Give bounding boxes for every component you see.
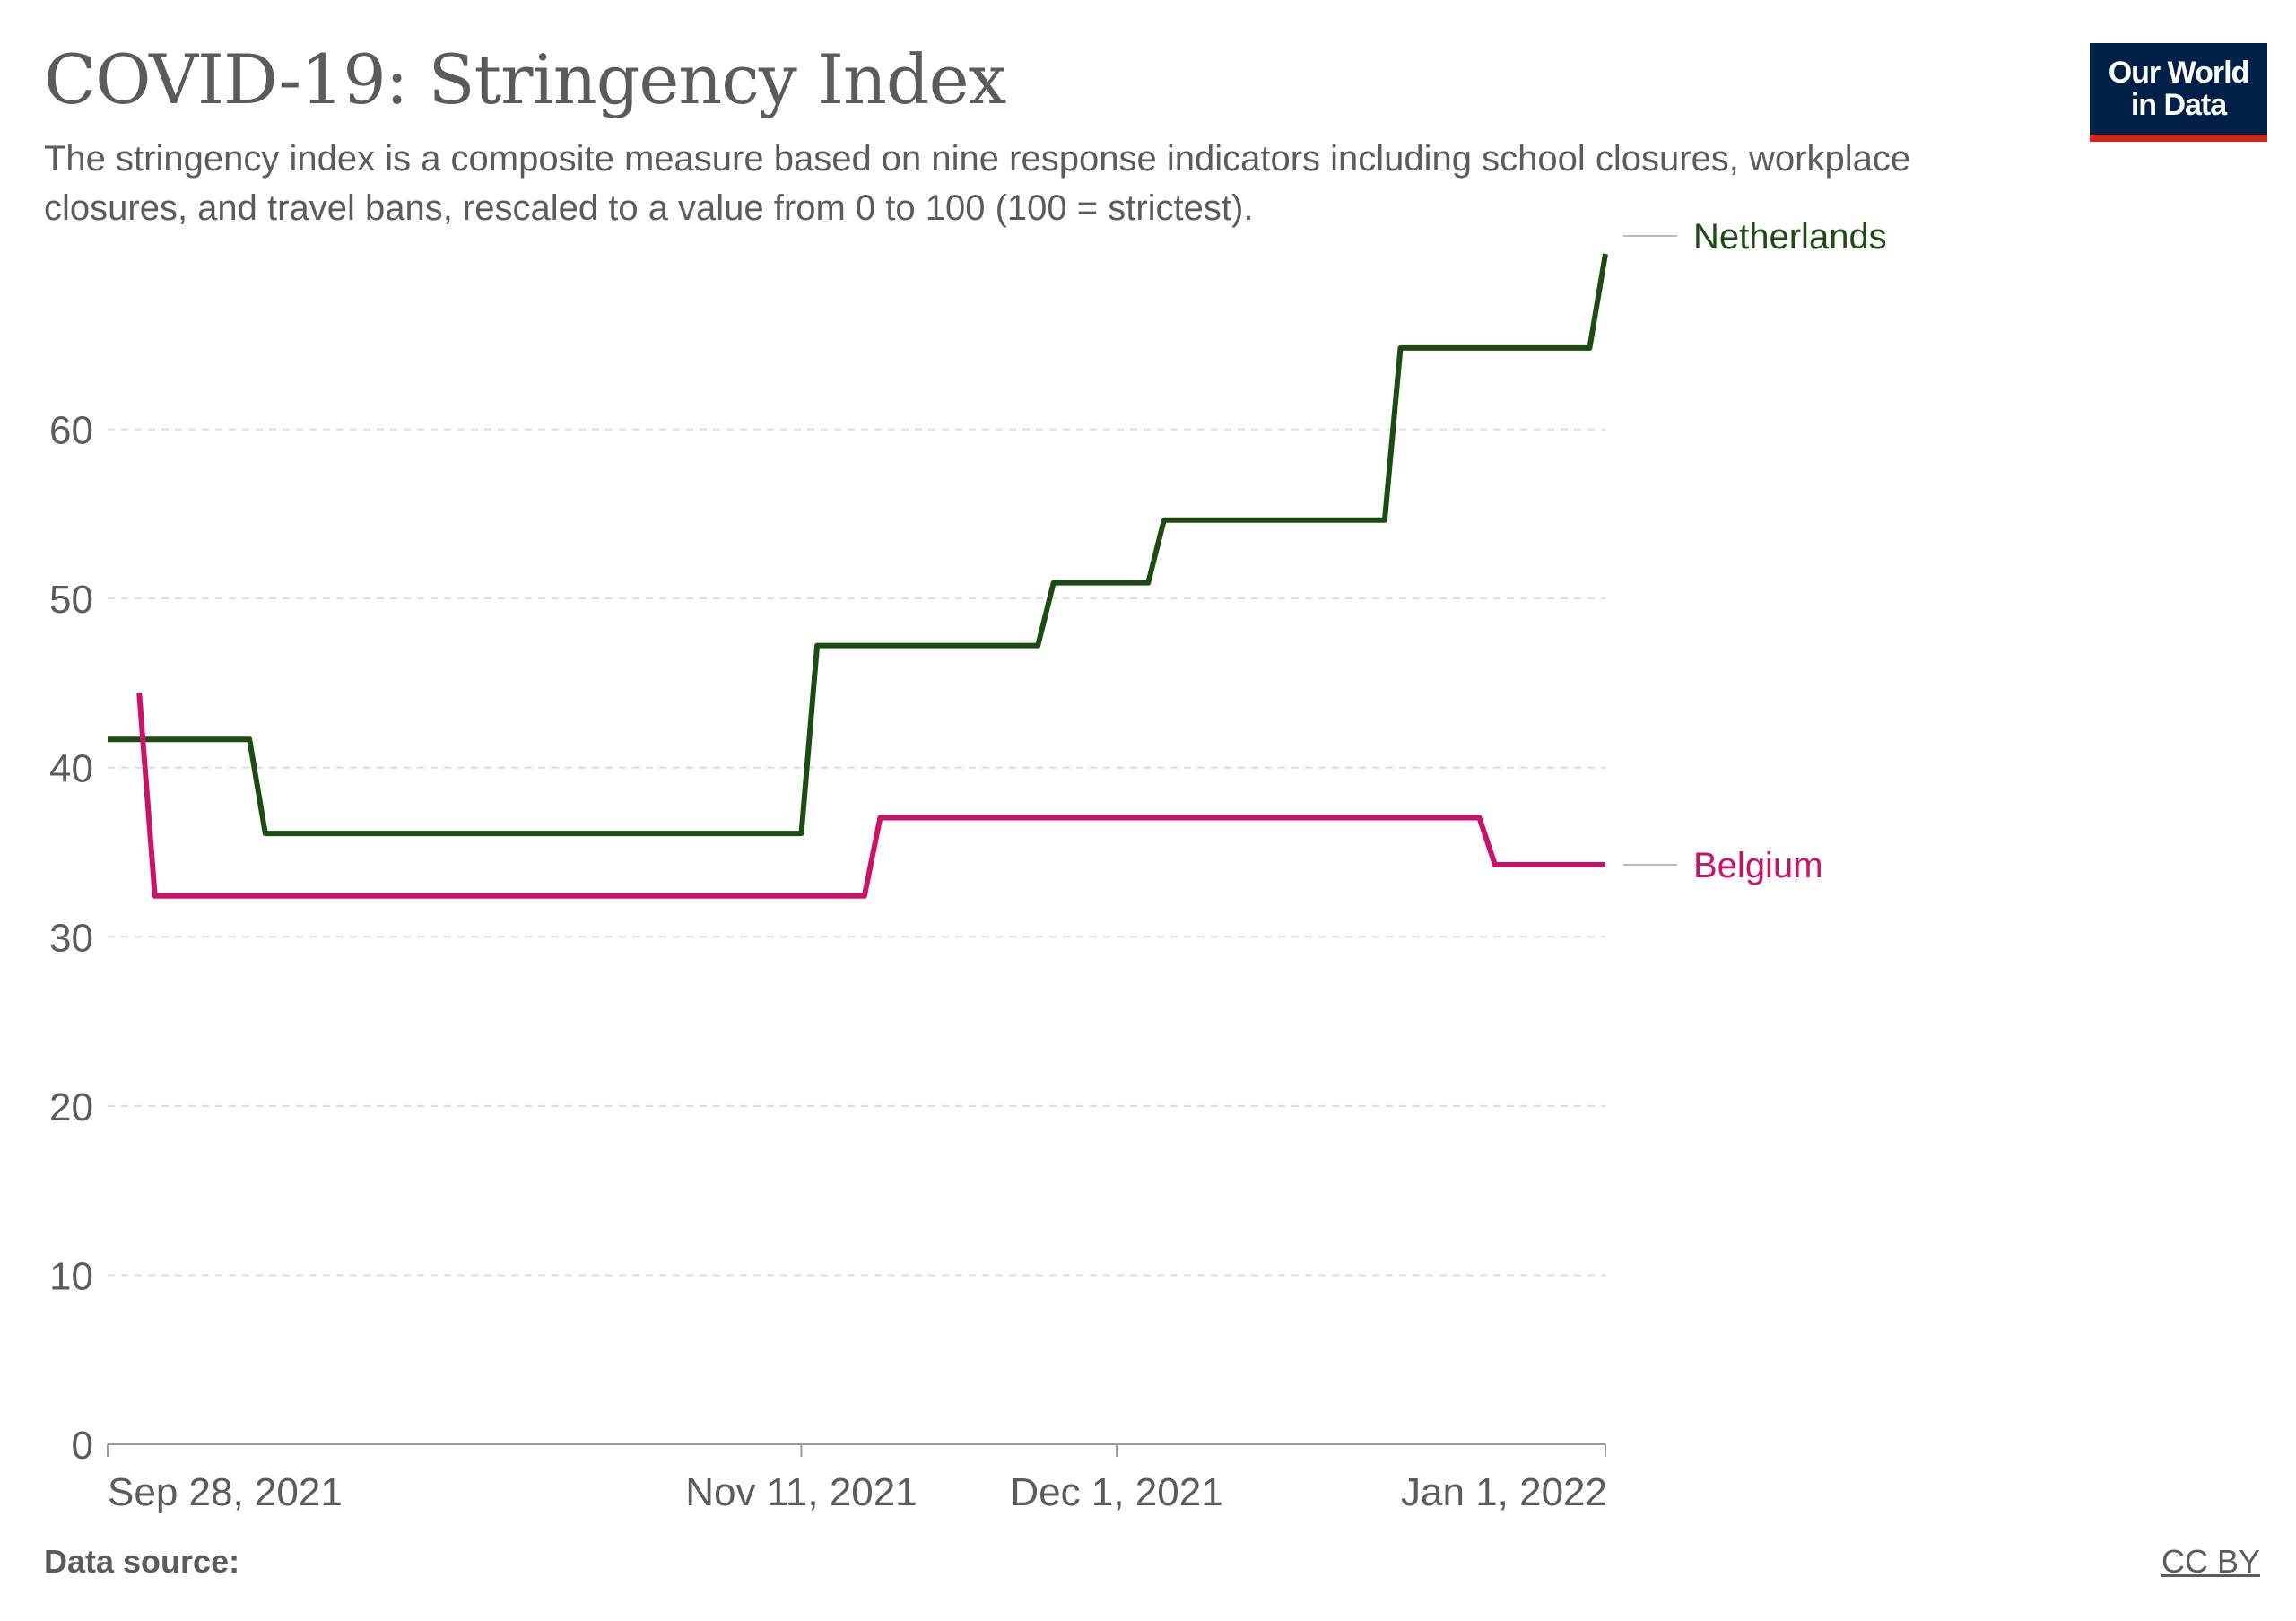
x-tick-label: Nov 11, 2021 [685,1470,917,1514]
logo-line-2: in Data [2130,88,2227,122]
y-tick-label: 50 [49,578,93,622]
x-tick-label: Sep 28, 2021 [108,1470,343,1514]
legend-label-netherlands: Netherlands [1693,217,1887,257]
x-tick-label: Dec 1, 2021 [1010,1470,1222,1514]
y-tick-label: 30 [49,916,93,960]
logo-line-1: Our World [2108,56,2250,90]
license-link[interactable]: CC BY [2161,1543,2260,1580]
y-tick-label: 10 [49,1254,93,1298]
data-source-label: Data source: [44,1543,240,1580]
legend-label-belgium: Belgium [1693,846,1823,885]
owid-logo[interactable]: Our World in Data [2090,43,2267,142]
chart-title: COVID-19: Stringency Index [44,39,1006,119]
y-tick-label: 60 [49,409,93,453]
y-tick-label: 0 [72,1424,93,1468]
x-tick-label: Jan 1, 2022 [1401,1470,1607,1514]
series-line-netherlands [108,253,1608,837]
y-tick-label: 20 [49,1085,93,1129]
chart-subtitle: The stringency index is a composite meas… [44,139,1911,228]
series-line-belgium [136,692,1605,899]
y-tick-label: 40 [49,747,93,791]
